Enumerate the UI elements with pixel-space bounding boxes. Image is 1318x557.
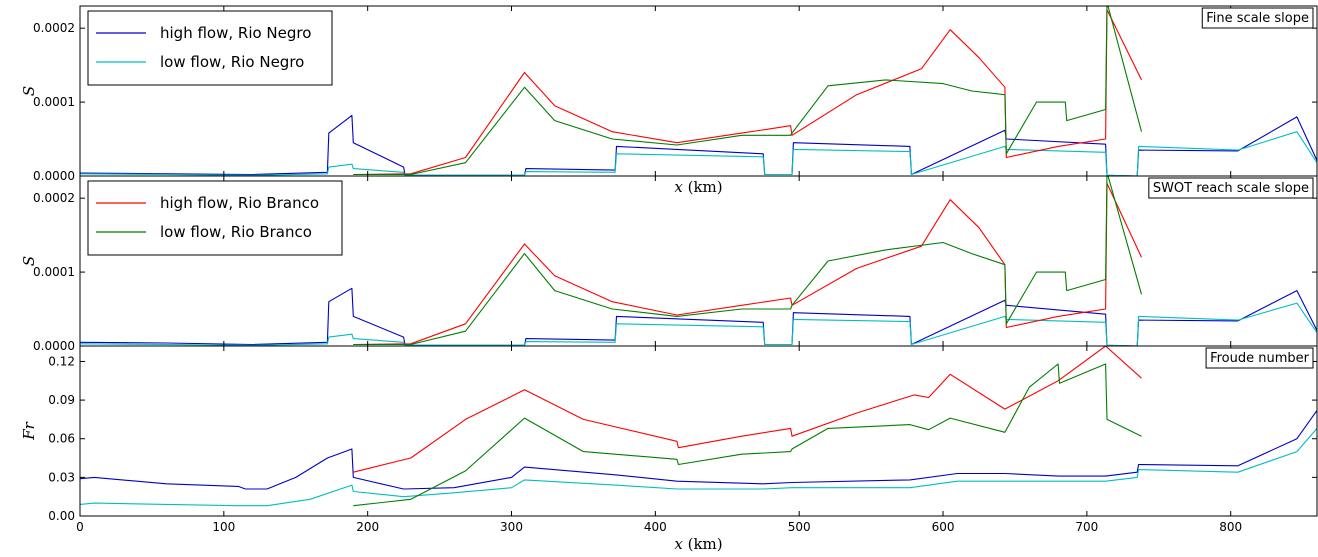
legend-rio-branco: high flow, Rio Branco low flow, Rio Branc… bbox=[87, 180, 343, 256]
panel-title-box bbox=[1201, 7, 1314, 29]
x-tick-label: 400 bbox=[644, 520, 667, 534]
legend-box bbox=[87, 10, 333, 86]
y-tick-label: 0.09 bbox=[48, 393, 75, 407]
legend-rio-negro: high flow, Rio Negro low flow, Rio Negro bbox=[87, 10, 333, 86]
y-tick-label: 0.0001 bbox=[33, 265, 75, 279]
panel-title: Fine scale slope bbox=[1206, 11, 1309, 26]
series-line-3 bbox=[353, 9, 1142, 176]
y-axis-label: S bbox=[20, 256, 38, 266]
legend-label: low flow, Rio Negro bbox=[160, 53, 304, 71]
series-line-2 bbox=[80, 131, 1317, 176]
series-line-1 bbox=[80, 287, 1317, 346]
x-axis-label: x (km) bbox=[674, 535, 722, 553]
y-tick-label: 0.06 bbox=[48, 432, 75, 446]
series-line-1 bbox=[80, 114, 1317, 176]
series-line-3 bbox=[353, 346, 1142, 473]
legend-label: high flow, Rio Branco bbox=[160, 194, 319, 212]
legend-label: low flow, Rio Branco bbox=[160, 223, 312, 241]
y-tick-label: 0.12 bbox=[48, 354, 75, 368]
panel-title: Froude number bbox=[1210, 351, 1310, 366]
y-tick-label: 0.00 bbox=[48, 509, 75, 523]
series-line-2 bbox=[80, 428, 1317, 507]
y-axis-label: S bbox=[20, 86, 38, 96]
panel-3: 0.00 0.03 0.06 0.09 0.12 0 100 200 300 400 500 600 7… bbox=[20, 345, 1318, 534]
x-tick-label: 300 bbox=[500, 520, 523, 534]
series-line-2 bbox=[80, 302, 1317, 346]
x-tick-label: 100 bbox=[212, 520, 235, 534]
x-tick-label: 0 bbox=[76, 520, 84, 534]
legend-label: high flow, Rio Negro bbox=[160, 24, 311, 42]
axes-frame bbox=[79, 345, 1318, 517]
series-line-4 bbox=[353, 363, 1142, 507]
panel-title-box bbox=[1205, 347, 1314, 369]
x-tick-label: 600 bbox=[932, 520, 955, 534]
y-axis-label: Fr bbox=[20, 421, 38, 440]
y-tick-label: 0.0002 bbox=[33, 21, 75, 35]
x-tick-label: 700 bbox=[1075, 520, 1098, 534]
y-tick-label: 0.0001 bbox=[33, 95, 75, 109]
x-axis-label: x (km) bbox=[674, 178, 722, 196]
series-line-4 bbox=[353, 176, 1143, 346]
series-line-4 bbox=[353, 6, 1143, 176]
x-tick-label: 500 bbox=[788, 520, 811, 534]
y-tick-label: 0.0000 bbox=[33, 339, 75, 353]
y-tick-label: 0.0002 bbox=[33, 191, 75, 205]
series-group bbox=[80, 346, 1317, 507]
y-tick-label: 0.03 bbox=[48, 470, 75, 484]
legend-box bbox=[87, 180, 343, 256]
series-line-1 bbox=[80, 410, 1317, 490]
panel-title-box bbox=[1148, 177, 1314, 199]
y-tick-label: 0.0000 bbox=[33, 169, 75, 183]
panel-title: SWOT reach scale slope bbox=[1153, 181, 1309, 196]
x-tick-label: 800 bbox=[1219, 520, 1242, 534]
x-tick-label: 200 bbox=[356, 520, 379, 534]
series-line-3 bbox=[353, 182, 1142, 346]
